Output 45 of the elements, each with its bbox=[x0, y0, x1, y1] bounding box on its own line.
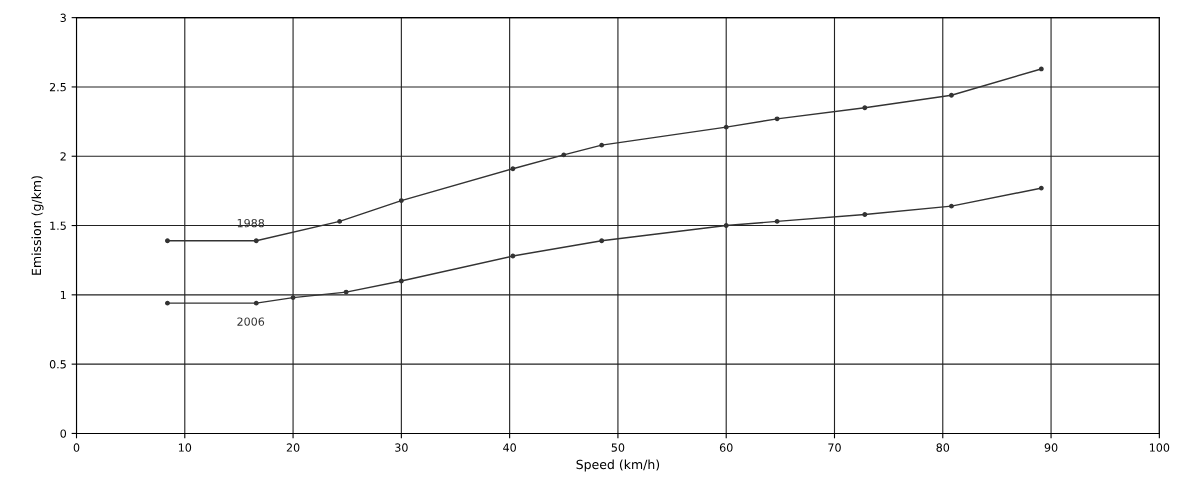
x-tick-label: 0 bbox=[73, 443, 80, 452]
point bbox=[599, 142, 605, 148]
y-tick-label: 2 bbox=[60, 152, 66, 161]
x-tick-label: 60 bbox=[719, 443, 733, 452]
x-axis-title: Speed (km/h) bbox=[576, 459, 660, 472]
x-tick-label: 90 bbox=[1044, 443, 1058, 452]
point bbox=[862, 212, 868, 217]
point bbox=[599, 238, 605, 244]
point bbox=[1038, 185, 1044, 191]
x-tick-label: 80 bbox=[936, 443, 950, 452]
point bbox=[290, 295, 296, 301]
point bbox=[561, 152, 567, 158]
point bbox=[253, 238, 259, 244]
x-tick-label: 50 bbox=[611, 443, 625, 452]
x-tick-label: 10 bbox=[178, 443, 192, 452]
point bbox=[337, 218, 343, 224]
point bbox=[862, 105, 868, 111]
point bbox=[949, 203, 954, 209]
point bbox=[774, 116, 780, 122]
x-tick-label: 70 bbox=[828, 443, 841, 452]
point bbox=[253, 300, 259, 306]
point bbox=[165, 300, 170, 306]
point bbox=[723, 223, 729, 228]
x-tick-label: 20 bbox=[286, 443, 300, 452]
point bbox=[723, 124, 729, 130]
y-tick-label: 0 bbox=[60, 429, 67, 438]
series-label: 2006 bbox=[237, 317, 265, 326]
point bbox=[398, 198, 404, 204]
point bbox=[165, 238, 170, 244]
point bbox=[343, 289, 349, 295]
y-tick-label: 0.5 bbox=[49, 360, 66, 369]
point bbox=[1038, 66, 1044, 72]
y-tick-label: 2.5 bbox=[49, 82, 66, 92]
y-tick-label: 1.5 bbox=[50, 221, 66, 230]
point bbox=[510, 166, 516, 172]
point bbox=[774, 218, 780, 224]
y-tick-label: 1 bbox=[60, 290, 66, 300]
x-tick-label: 100 bbox=[1149, 443, 1170, 452]
point bbox=[398, 278, 404, 284]
x-tick-label: 40 bbox=[503, 443, 516, 452]
y-tick-label: 3 bbox=[60, 13, 66, 23]
point bbox=[949, 92, 954, 98]
y-axis-title: Emission (g/km) bbox=[31, 176, 44, 275]
x-tick-label: 30 bbox=[395, 443, 408, 452]
point bbox=[510, 253, 516, 259]
